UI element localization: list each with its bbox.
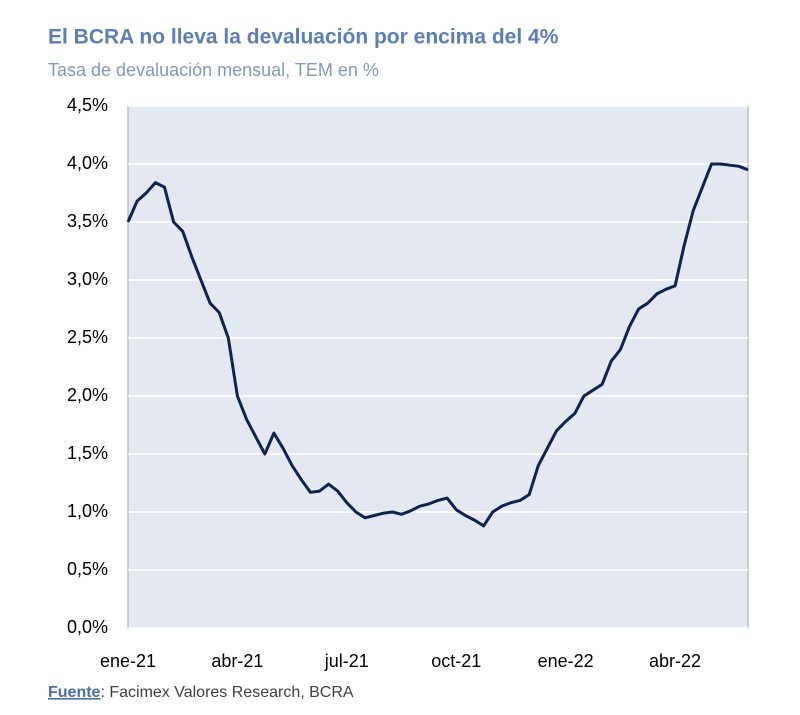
y-tick-label: 4,5% [67, 95, 108, 115]
y-tick-label: 2,5% [67, 327, 108, 347]
y-tick-label: 0,0% [67, 617, 108, 637]
y-tick-label: 3,0% [67, 269, 108, 289]
chart-title: El BCRA no lleva la devaluación por enci… [48, 26, 559, 49]
x-tick-label: abr-21 [211, 651, 263, 671]
x-tick-label: ene-21 [100, 651, 156, 671]
y-tick-label: 3,5% [67, 211, 108, 231]
plot-area [127, 105, 749, 629]
line [126, 162, 749, 528]
y-tick-label: 0,5% [67, 559, 108, 579]
y-tick-label: 4,0% [67, 153, 108, 173]
y-tick-label: 2,0% [67, 385, 108, 405]
x-tick-label: oct-21 [431, 651, 481, 671]
chart-subtitle: Tasa de devaluación mensual, TEM en % [48, 60, 379, 80]
y-tick-label: 1,5% [67, 443, 108, 463]
y-tick-label: 1,0% [67, 501, 108, 521]
source: Fuente: Facimex Valores Research, BCRA [48, 684, 354, 701]
source-label: Fuente [48, 684, 101, 701]
x-tick-label: jul-21 [324, 651, 369, 671]
x-tick-label: abr-22 [649, 651, 701, 671]
source-text: : Facimex Valores Research, BCRA [100, 684, 353, 701]
x-tick-label: ene-22 [538, 651, 594, 671]
